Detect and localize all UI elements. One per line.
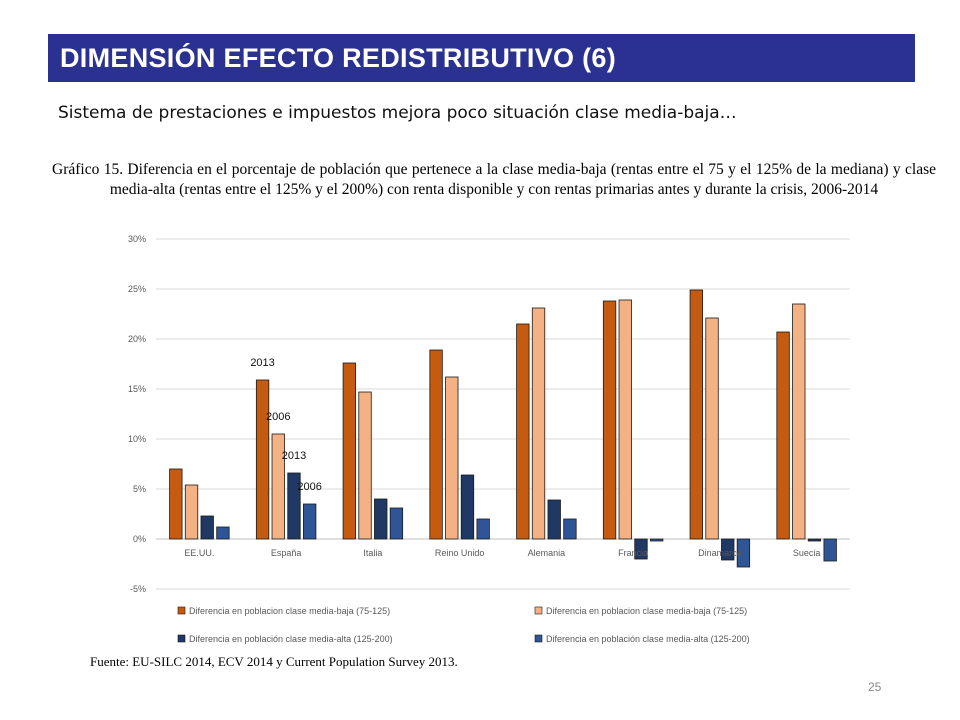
- legend-swatch: [177, 606, 186, 615]
- x-tick-label: Suecia: [793, 548, 821, 558]
- y-tick-label: 25%: [128, 284, 146, 294]
- bar-chart: -5% 0% 5% 10% 15% 20% 25% 30% EE.UU. España Italia…: [128, 234, 850, 644]
- bar-s2: [618, 299, 632, 540]
- bar-s3: [807, 538, 822, 542]
- source-note: Fuente: EU-SILC 2014, ECV 2014 y Current…: [90, 654, 458, 669]
- bar-s1: [602, 300, 617, 540]
- x-tick-label: España: [271, 548, 302, 558]
- legend-swatch: [177, 634, 186, 643]
- bar-s2: [184, 484, 199, 540]
- x-tick-label: Francia: [618, 548, 648, 558]
- bar-s1: [776, 331, 790, 540]
- bar-s1: [516, 323, 530, 540]
- x-tick-label: Reino Unido: [435, 548, 485, 558]
- bar-s4: [563, 518, 577, 540]
- bar-s3: [721, 538, 735, 561]
- bar-s2: [705, 317, 719, 540]
- bar-s2: [531, 307, 546, 540]
- legend-label: Diferencia en población clase media-alta…: [189, 634, 393, 644]
- bar-s4: [823, 538, 837, 562]
- bar-s3: [634, 538, 648, 560]
- chart-caption: Gráfico 15. Diferencia en el porcentaje …: [52, 161, 936, 198]
- slide-title: DIMENSIÓN EFECTO REDISTRIBUTIVO (6): [60, 43, 617, 73]
- x-tick-label: EE.UU.: [184, 548, 214, 558]
- y-tick-label: 15%: [128, 384, 146, 394]
- bar-s3: [200, 515, 214, 540]
- y-tick-label: 10%: [128, 434, 146, 444]
- bar-s2: [445, 376, 459, 540]
- title-banner: DIMENSIÓN EFECTO REDISTRIBUTIVO (6): [48, 34, 915, 82]
- bar-s1: [342, 362, 356, 540]
- bar-s3: [374, 498, 388, 540]
- bar-s4: [650, 538, 664, 542]
- bar-s4: [389, 507, 404, 540]
- data-annotation: 2013: [282, 450, 306, 462]
- bar-s3: [547, 499, 561, 540]
- data-annotation: 2006: [297, 481, 321, 493]
- bar-s4: [216, 526, 230, 540]
- bar-s1: [429, 349, 443, 540]
- page-number: 25: [868, 680, 882, 694]
- bar-s3: [460, 474, 475, 540]
- bar-s2: [271, 433, 285, 540]
- y-tick-label: 0%: [133, 534, 146, 544]
- x-tick-label: Dinamarca: [698, 548, 742, 558]
- data-annotation: 2013: [250, 357, 274, 369]
- legend-label: Diferencia en poblacion clase media-baja…: [189, 606, 390, 616]
- bar-s1: [169, 468, 183, 540]
- legend-label: Diferencia en población clase media-alta…: [546, 634, 750, 644]
- bar-s3: [287, 472, 301, 540]
- slide-subtitle: Sistema de prestaciones e impuestos mejo…: [58, 103, 737, 123]
- legend-swatch: [534, 606, 543, 615]
- x-tick-label: Alemania: [528, 548, 566, 558]
- bar-s2: [792, 303, 806, 540]
- legend-label: Diferencia en poblacion clase media-baja…: [546, 606, 747, 616]
- y-tick-label: 5%: [133, 484, 146, 494]
- bar-s1: [689, 289, 703, 540]
- x-tick-label: Italia: [363, 548, 382, 558]
- bar-s4: [736, 538, 751, 568]
- y-tick-label: 20%: [128, 334, 146, 344]
- legend-swatch: [534, 634, 543, 643]
- y-tick-label: -5%: [130, 584, 146, 594]
- bar-s1: [255, 379, 270, 540]
- y-tick-label: 30%: [128, 234, 146, 244]
- bar-s4: [476, 518, 490, 540]
- bar-s4: [303, 503, 317, 540]
- data-annotation: 2006: [266, 411, 290, 423]
- bar-s2: [358, 391, 372, 540]
